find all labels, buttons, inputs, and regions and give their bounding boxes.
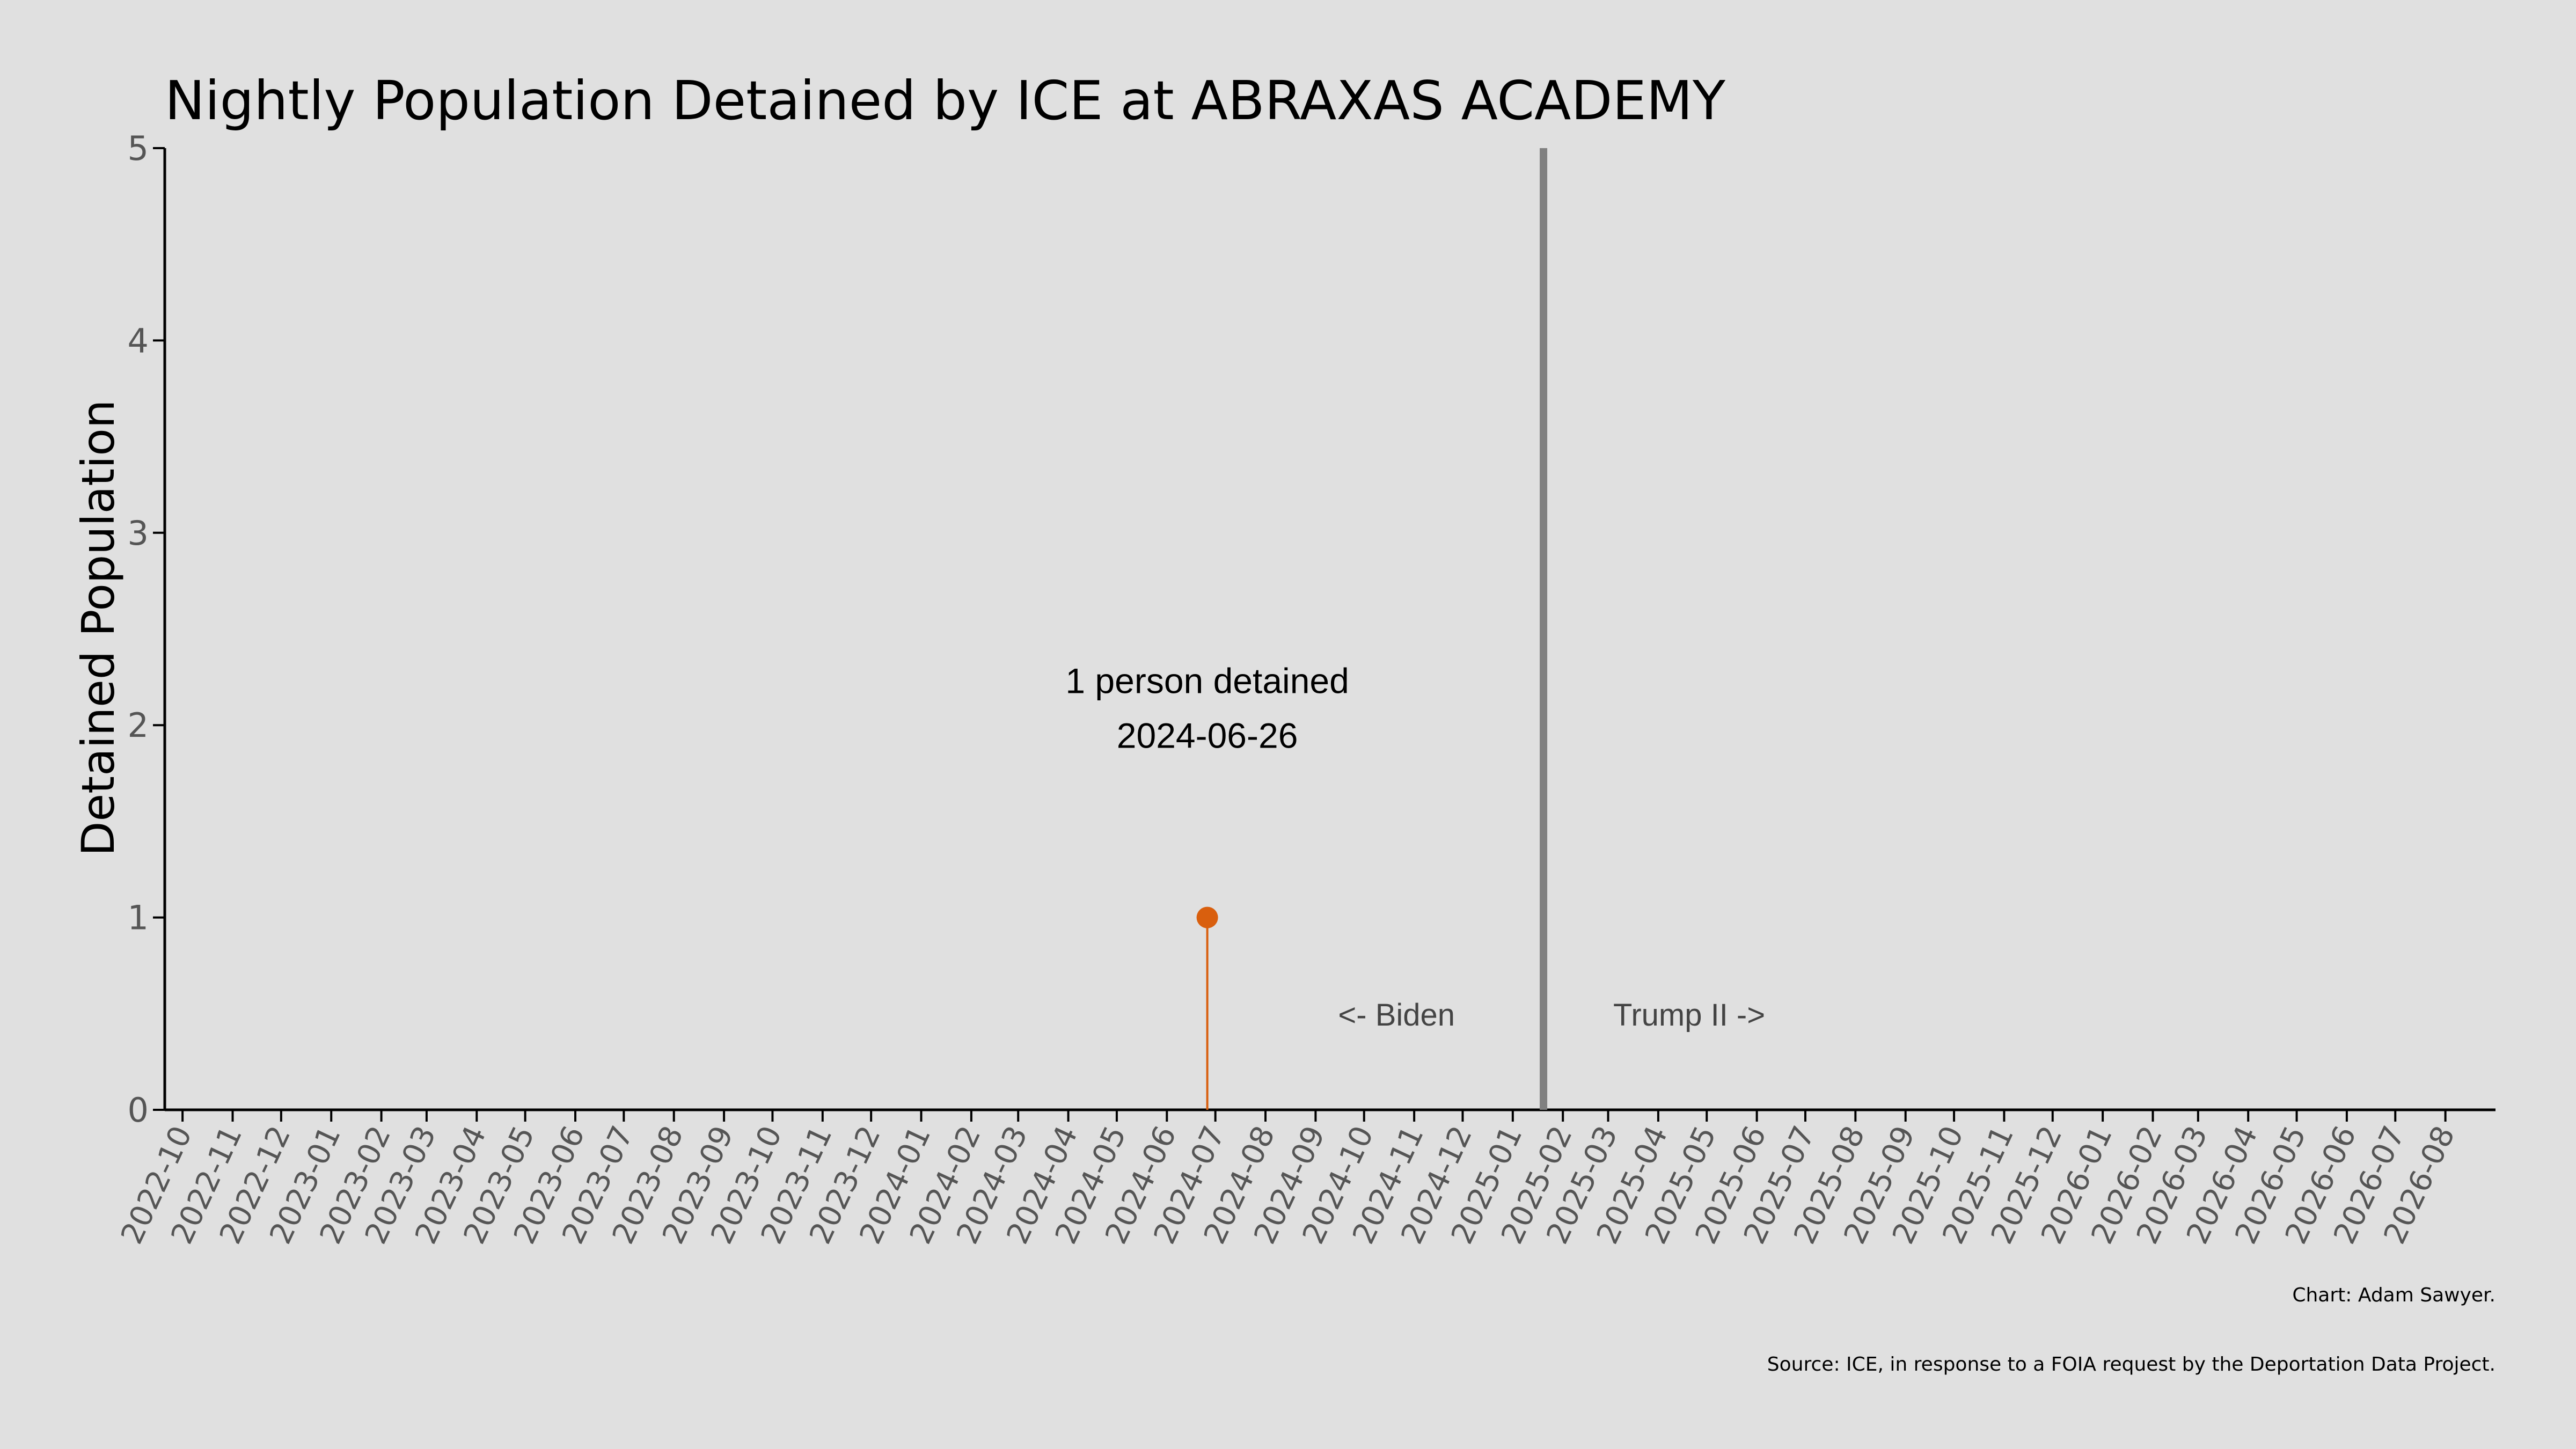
y-tick-label: 4	[128, 321, 149, 360]
y-tick-label: 3	[128, 514, 149, 553]
y-tick-label: 5	[128, 129, 149, 168]
data-point	[1196, 906, 1218, 928]
chart-credit: Chart: Adam Sawyer.	[2292, 1284, 2496, 1306]
annotation-line-2: 2024-06-26	[1117, 715, 1298, 755]
era-label-biden: <- Biden	[1338, 998, 1455, 1033]
chart-source: Source: ICE, in response to a FOIA reque…	[1767, 1353, 2496, 1375]
y-ticks: 0 1 2 3 4 5	[128, 129, 165, 1130]
y-tick-label: 1	[128, 898, 149, 938]
data-points	[1196, 906, 1218, 1110]
x-ticks: 2022-102022-112022-122023-012023-022023-…	[114, 1110, 2462, 1249]
chart-title: Nightly Population Detained by ICE at AB…	[165, 69, 1726, 132]
y-tick-label: 2	[128, 706, 149, 745]
era-label-trump: Trump II ->	[1613, 998, 1765, 1033]
y-tick-label: 0	[128, 1091, 149, 1130]
y-axis-label: Detained Population	[72, 400, 125, 856]
annotation-line-1: 1 person detained	[1065, 661, 1349, 700]
